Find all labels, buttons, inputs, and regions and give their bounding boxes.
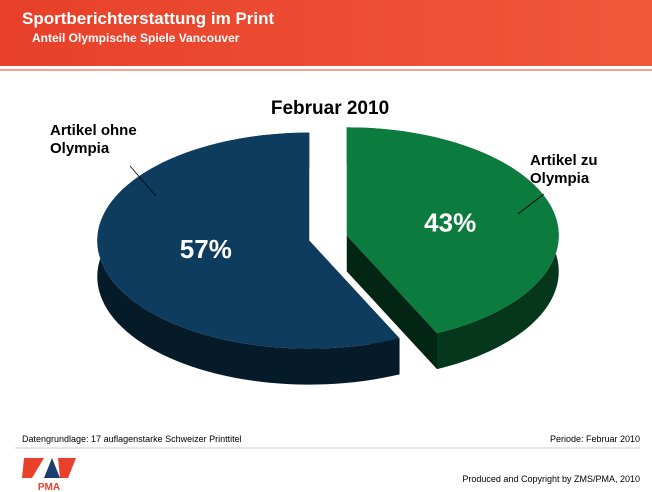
logo-shape bbox=[44, 458, 60, 478]
logo-shape bbox=[58, 458, 76, 478]
footer-source: Datengrundlage: 17 auflagenstarke Schwei… bbox=[22, 434, 242, 444]
header-title: Sportberichterstattung im Print bbox=[22, 9, 275, 28]
leader-line bbox=[517, 193, 545, 215]
value-label: 43% bbox=[424, 208, 476, 238]
value-label: 57% bbox=[180, 234, 232, 264]
footer-copyright: Produced and Copyright by ZMS/PMA, 2010 bbox=[462, 474, 640, 484]
logo-shape bbox=[22, 458, 44, 478]
category-label: Artikel ohne Olympia bbox=[50, 122, 137, 157]
slice-side bbox=[346, 235, 438, 370]
header-subtitle: Anteil Olympische Spiele Vancouver bbox=[32, 31, 240, 45]
chart-title: Februar 2010 bbox=[271, 98, 389, 119]
slice-side bbox=[97, 132, 400, 385]
category-label: Artikel zu Olympia bbox=[530, 152, 598, 187]
slice bbox=[97, 132, 400, 349]
slice bbox=[346, 127, 559, 334]
leader-line bbox=[129, 165, 157, 197]
logo: PMA bbox=[22, 458, 76, 492]
header-bar bbox=[0, 0, 652, 66]
footer-period: Periode: Februar 2010 bbox=[550, 434, 640, 444]
pie: 57% 43% bbox=[97, 127, 559, 385]
logo-text: PMA bbox=[38, 482, 60, 492]
